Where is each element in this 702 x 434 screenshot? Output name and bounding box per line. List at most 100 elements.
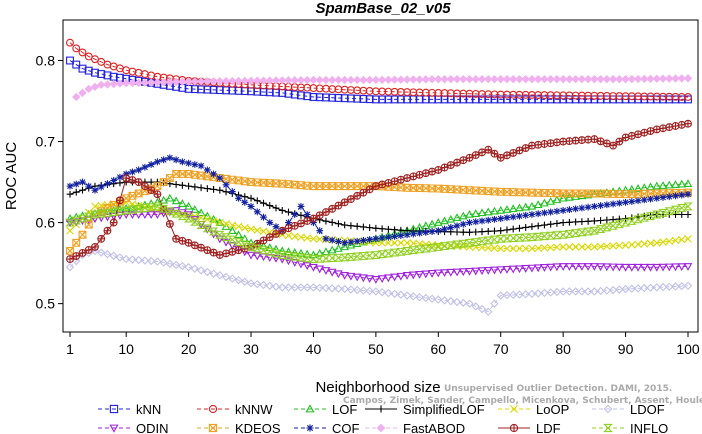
data-point [646,92,655,101]
data-point [471,74,480,84]
data-point [128,211,137,220]
data-point [272,230,280,238]
data-point [427,219,437,228]
data-point [403,239,411,247]
data-point [521,244,530,253]
series-ldof [65,246,693,316]
data-point [540,95,549,104]
data-point [266,219,274,226]
data-point [628,198,636,205]
data-point [66,182,74,190]
data-point [627,284,636,293]
data-point [647,195,654,203]
data-point [546,243,555,252]
data-point [296,75,306,85]
data-point [677,235,686,244]
data-point [577,74,587,84]
data-point [259,241,268,250]
data-point [503,226,511,234]
legend-label: LDF [536,421,561,434]
data-point [528,223,536,231]
data-point [153,182,162,191]
data-point [447,161,455,169]
x-tick-label: 20 [181,341,197,357]
data-point [678,191,686,199]
data-point [633,74,643,84]
data-point [603,423,613,433]
data-point [115,253,125,262]
data-point [496,244,505,253]
data-point [210,185,217,193]
data-point [483,207,493,216]
data-point [503,95,511,104]
data-point [122,254,131,264]
data-point [490,206,499,215]
data-point [66,190,74,198]
data-point [165,77,175,87]
data-point [284,247,293,256]
data-point [621,185,630,194]
data-point [309,93,318,101]
data-point [633,184,643,192]
data-point [152,202,163,211]
data-point [622,215,629,222]
data-point [384,179,392,187]
data-point [366,236,374,244]
data-point [609,242,617,250]
data-point [247,225,255,233]
data-point [553,207,561,215]
data-point [303,217,311,225]
data-point [559,207,567,214]
data-point [284,76,293,85]
data-point [439,242,450,251]
data-point-ring [609,141,618,150]
data-point [602,95,611,104]
data-point [103,250,112,259]
data-point [596,74,605,84]
data-point [540,264,549,272]
data-point [321,254,331,263]
data-point [109,251,118,261]
data-point [328,219,336,226]
data-point [185,239,193,247]
data-point [171,196,181,205]
data-point [335,202,342,209]
data-point [234,275,243,285]
data-point-ring [140,182,149,191]
data-point [240,277,249,286]
data-point [502,234,512,243]
data-point [483,236,493,245]
legend-label: INFLO [630,421,668,434]
data-point [203,85,212,94]
data-point [134,78,143,88]
data-point [202,224,213,233]
data-point [540,288,549,298]
data-point [433,269,443,278]
data-point-ring [365,185,374,194]
data-point [634,240,642,249]
data-point [484,90,493,99]
data-point [171,77,181,87]
data-point [328,205,336,213]
data-point [216,186,224,194]
data-point [122,170,130,178]
x-tick-label: 40 [306,341,322,357]
data-point [514,233,525,242]
data-point [72,238,81,247]
data-point [628,241,636,249]
data-point [285,224,292,232]
data-point [515,290,524,299]
data-point [597,137,605,145]
data-point [233,238,244,246]
data-point [402,272,412,280]
data-point [490,74,499,84]
data-point [197,85,206,94]
data-point [647,127,654,135]
data-point [210,249,217,256]
data-point [534,289,543,298]
data-point [129,176,136,184]
data-point [216,251,224,259]
data-point [409,230,417,238]
data-point [178,261,187,271]
data-point [128,191,137,200]
